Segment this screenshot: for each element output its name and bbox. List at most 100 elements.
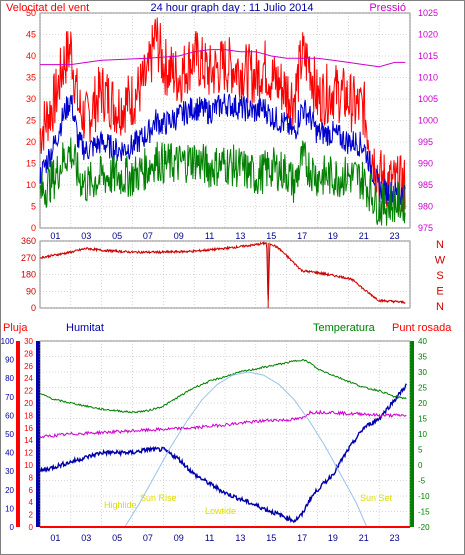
temperature-tick-label: 30 <box>418 368 427 377</box>
pressure-tick-label: 990 <box>418 159 433 169</box>
temperature-tick-label: 0 <box>418 461 423 470</box>
panel-direction-grid <box>39 240 411 309</box>
panel-climate-x-axis: 01 03 05 07 09 11 13 15 17 19 21 23 <box>50 533 399 543</box>
annotation-high-tide: Highlide <box>104 500 137 510</box>
panel-direction-left-axis: 360 270 180 90 0 <box>21 236 36 313</box>
panel-direction-series <box>39 241 406 308</box>
direction-tick-label: 360 <box>21 236 36 246</box>
temperature-tick-label: -20 <box>418 523 430 532</box>
humidity-tick-label: 0 <box>29 523 34 532</box>
series-pressure-line <box>40 49 406 68</box>
rain-tick-label: 70 <box>5 393 14 402</box>
panel-climate-grid <box>39 340 411 528</box>
rain-tick-label: 0 <box>10 523 15 532</box>
hour-tick-label: 11 <box>205 231 214 241</box>
series-gust-line <box>39 17 406 215</box>
hour-tick-label: 01 <box>50 231 60 241</box>
series-avg-line <box>39 93 406 207</box>
wind-tick-label: 30 <box>26 94 36 104</box>
hour-tick-label: 09 <box>174 533 184 543</box>
humidity-tick-label: 22 <box>24 387 33 396</box>
humidity-tick-label: 2 <box>29 511 34 520</box>
humidity-tick-label: 14 <box>24 436 33 445</box>
pressure-tick-label: 985 <box>418 180 433 190</box>
temperature-tick-label: -10 <box>418 492 430 501</box>
hour-tick-label: 23 <box>390 231 400 241</box>
hour-tick-label: 17 <box>297 533 307 543</box>
annotation-sun-set: Sun Set <box>360 493 393 503</box>
series-direction-line <box>39 241 406 304</box>
pressure-label: Pressió <box>369 2 406 14</box>
temperature-label: Temperatura <box>313 322 376 334</box>
humidity-tick-label: 18 <box>24 411 33 420</box>
rain-axis-bar <box>16 341 20 527</box>
humidity-tick-label: 16 <box>24 424 33 433</box>
annotation-low-tide: Lowtide <box>205 506 236 516</box>
temperature-tick-label: -15 <box>418 508 430 517</box>
wind-tick-label: 5 <box>31 202 36 212</box>
pressure-tick-label: 1025 <box>418 8 438 18</box>
humidity-tick-label: 6 <box>29 486 34 495</box>
humidity-tick-label: 30 <box>24 337 33 346</box>
hour-tick-label: 15 <box>266 533 276 543</box>
rain-tick-label: 60 <box>5 411 14 420</box>
hour-tick-label: 15 <box>266 231 276 241</box>
wind-speed-label: Velocitat del vent <box>6 2 89 14</box>
humidity-tick-label: 10 <box>24 461 33 470</box>
rain-tick-label: 40 <box>5 449 14 458</box>
hour-tick-label: 17 <box>297 231 307 241</box>
temperature-tick-label: 5 <box>418 446 423 455</box>
temperature-tick-label: 40 <box>418 337 427 346</box>
hour-tick-label: 09 <box>174 231 184 241</box>
humidity-tick-label: 4 <box>29 498 34 507</box>
humidity-label: Humitat <box>66 322 104 334</box>
pressure-tick-label: 995 <box>418 137 433 147</box>
compass-label: S <box>436 270 443 282</box>
pressure-tick-label: 1005 <box>418 94 438 104</box>
temperature-tick-label: 15 <box>418 415 427 424</box>
series-gust_low-line <box>39 137 406 226</box>
rain-tick-label: 30 <box>5 467 14 476</box>
annotation-sun-rise: Sun Rise <box>140 493 177 503</box>
chart-title: 24 hour graph day : 11 Julio 2014 <box>150 2 313 14</box>
wind-tick-label: 35 <box>26 73 36 83</box>
compass-label: N <box>436 301 444 313</box>
series-temperature-line <box>40 358 407 414</box>
temperature-tick-label: 20 <box>418 399 427 408</box>
rain-tick-label: 20 <box>5 486 14 495</box>
hour-tick-label: 01 <box>50 533 60 543</box>
wind-tick-label: 0 <box>31 223 36 233</box>
hour-tick-label: 13 <box>235 533 245 543</box>
hour-tick-label: 05 <box>112 231 122 241</box>
pressure-tick-label: 975 <box>418 223 433 233</box>
temperature-axis: 40 35 30 25 20 15 10 5 0 -5 -10 -15 -20 <box>418 337 430 532</box>
humidity-tick-label: 20 <box>24 399 33 408</box>
humidity-tick-label: 24 <box>24 374 33 383</box>
hour-tick-label: 05 <box>112 533 122 543</box>
direction-tick-label: 0 <box>31 303 36 313</box>
hour-tick-label: 03 <box>81 231 91 241</box>
panel-wind-series <box>39 17 406 226</box>
dewpoint-label: Punt rosada <box>392 322 452 334</box>
temperature-axis-bar <box>410 341 414 527</box>
series-dewpoint-line <box>39 409 407 439</box>
compass-label: W <box>435 255 446 267</box>
hour-tick-label: 03 <box>81 533 91 543</box>
hour-tick-label: 19 <box>328 533 338 543</box>
humidity-tick-label: 26 <box>24 362 33 371</box>
panel-wind-x-axis: 01 03 05 07 09 11 13 15 17 19 21 23 <box>50 231 399 241</box>
wind-tick-label: 10 <box>26 180 36 190</box>
hour-tick-label: 23 <box>390 533 400 543</box>
humidity-tick-label: 12 <box>24 449 33 458</box>
wind-tick-label: 45 <box>26 30 36 40</box>
wind-tick-label: 25 <box>26 116 36 126</box>
compass-label: N <box>436 239 444 251</box>
pressure-tick-label: 1015 <box>418 51 438 61</box>
humidity-tick-label: 8 <box>29 473 34 482</box>
wind-tick-label: 15 <box>26 159 36 169</box>
pressure-tick-label: 980 <box>418 202 433 212</box>
hour-tick-label: 21 <box>359 231 369 241</box>
